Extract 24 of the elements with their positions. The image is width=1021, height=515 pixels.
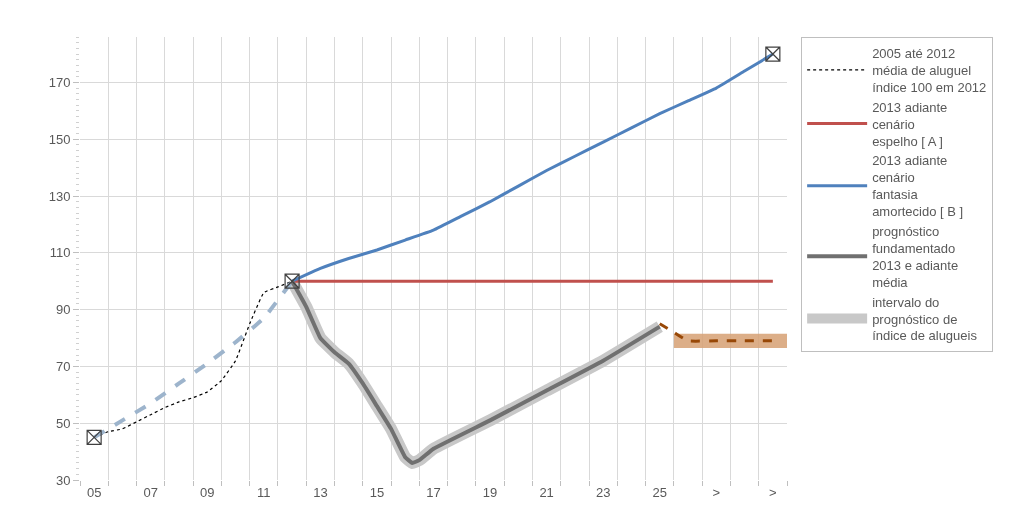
x-tick-label: 17 (426, 484, 441, 500)
y-tick-label: 150 (48, 131, 71, 147)
x-tick-label: 09 (200, 484, 215, 500)
y-tick-label: 70 (55, 358, 71, 374)
x-tick-label: > (712, 484, 721, 500)
legend-label: 2013 adiante cenário espelho [ A ] (872, 99, 948, 149)
legend-label: 2005 até 2012 média de aluguel índice 100 em 2012 (872, 46, 987, 95)
legend-label: intervalo do prognóstico de índice de alugueis (872, 294, 978, 344)
x-tick-label: 19 (482, 484, 498, 500)
x-tick-label: 15 (369, 484, 385, 500)
x-tick-label: 25 (652, 484, 667, 500)
y-tick-label: 170 (48, 74, 71, 90)
y-tick-label: 130 (48, 188, 71, 204)
y-tick-label: 30 (55, 472, 71, 488)
x-tick-label: > (769, 484, 777, 500)
x-tick-label: 07 (143, 484, 158, 500)
x-tick-label: 11 (257, 484, 271, 500)
y-tick-label: 110 (49, 245, 71, 261)
x-tick-label: 13 (313, 484, 328, 500)
y-tick-label: 90 (55, 302, 71, 318)
x-tick-label: 05 (86, 484, 102, 500)
x-tick-label: 23 (595, 484, 611, 500)
y-tick-label: 50 (55, 415, 71, 431)
x-tick-label: 21 (539, 484, 554, 500)
